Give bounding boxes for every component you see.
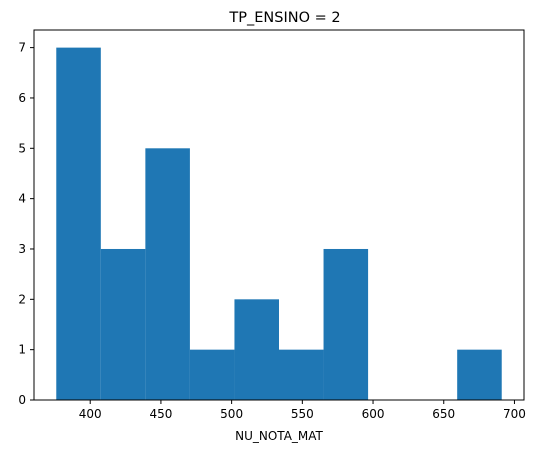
x-axis-ticks: 400 450 500 550 600 650 700 — [79, 400, 526, 421]
histogram-bar — [190, 350, 235, 400]
x-tick-label: 700 — [503, 407, 526, 421]
histogram-bar — [457, 350, 502, 400]
y-tick-label: 2 — [18, 292, 26, 306]
y-tick-label: 0 — [18, 393, 26, 407]
y-tick-label: 1 — [18, 343, 26, 357]
histogram-bar — [234, 299, 279, 400]
y-axis-ticks: 0 1 2 3 4 5 6 7 — [18, 41, 34, 407]
x-tick-label: 550 — [291, 407, 314, 421]
x-axis-label: NU_NOTA_MAT — [235, 429, 323, 443]
y-tick-label: 7 — [18, 41, 26, 55]
y-tick-label: 6 — [18, 91, 26, 105]
bars-group — [56, 48, 501, 400]
histogram-bar — [279, 350, 324, 400]
histogram-bar — [56, 48, 101, 400]
x-tick-label: 500 — [220, 407, 243, 421]
y-tick-label: 4 — [18, 192, 26, 206]
histogram-bar — [145, 148, 190, 400]
histogram-bar — [324, 249, 369, 400]
y-tick-label: 3 — [18, 242, 26, 256]
x-tick-label: 650 — [432, 407, 455, 421]
x-tick-label: 600 — [362, 407, 385, 421]
histogram-bar — [101, 249, 146, 400]
x-tick-label: 400 — [79, 407, 102, 421]
y-tick-label: 5 — [18, 141, 26, 155]
chart-title: TP_ENSINO = 2 — [228, 10, 340, 26]
x-tick-label: 450 — [149, 407, 172, 421]
